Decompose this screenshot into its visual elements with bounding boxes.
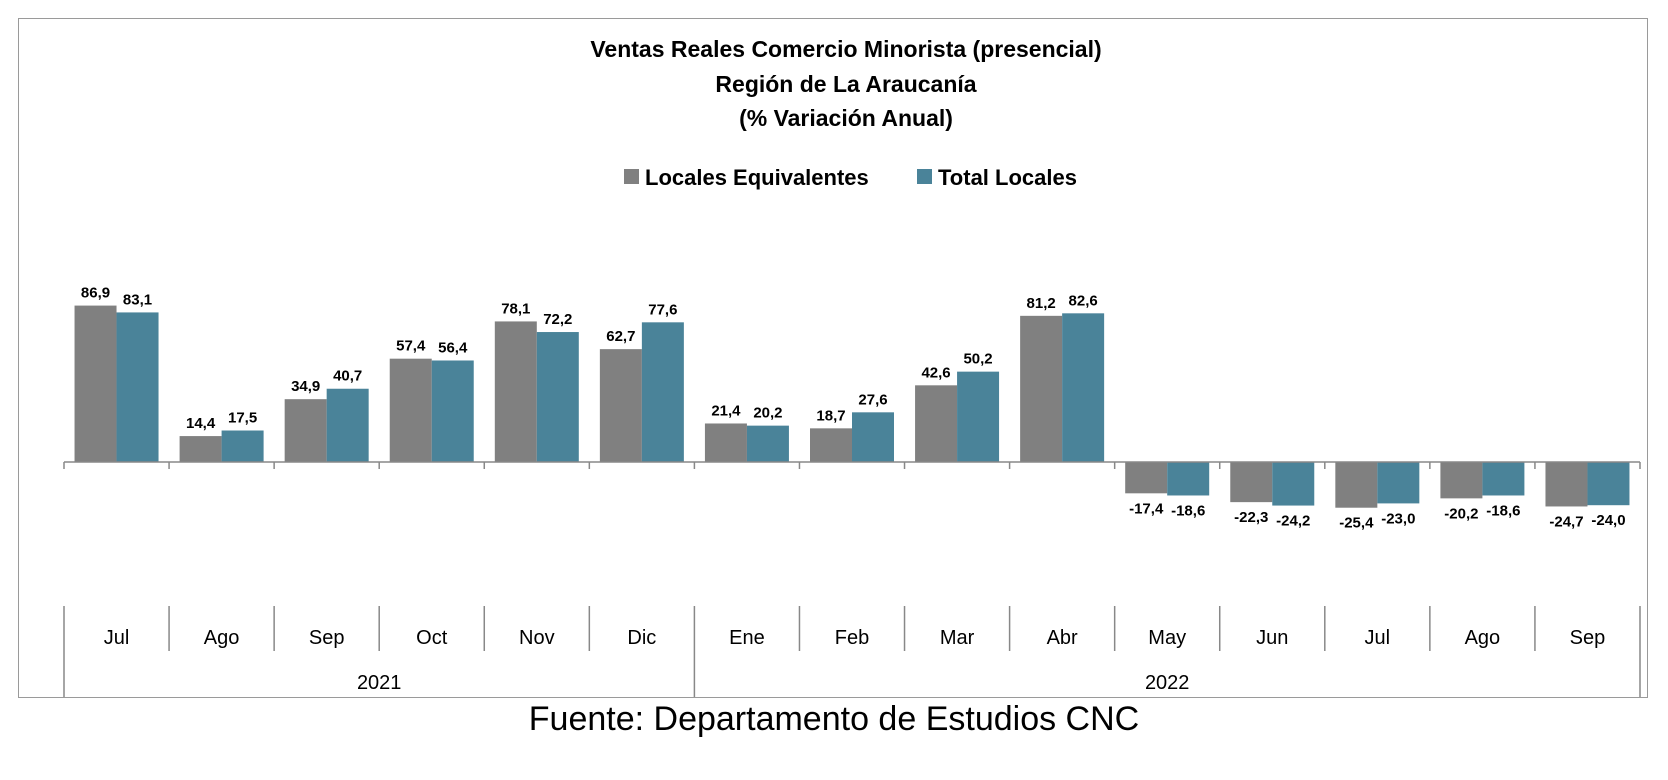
bar-locales-equivalentes xyxy=(704,423,747,462)
data-label: -25,4 xyxy=(1339,515,1374,532)
data-label: 20,2 xyxy=(753,405,782,422)
data-label: 18,7 xyxy=(816,407,845,424)
source-note: Fuente: Departamento de Estudios CNC xyxy=(528,700,1140,738)
x-tick-label: Sep xyxy=(1570,627,1606,649)
bar-locales-equivalentes xyxy=(599,349,642,462)
bar-locales-equivalentes xyxy=(1440,462,1483,499)
chart-svg: Ventas Reales Comercio Minorista (presen… xyxy=(63,36,1641,697)
bar-total-locales xyxy=(641,322,684,462)
x-tick-label: Jul xyxy=(104,627,130,649)
bar-total-locales xyxy=(1062,313,1105,462)
year-group-label: 2022 xyxy=(1145,672,1190,694)
x-tick-label: Jul xyxy=(1365,627,1391,649)
chart-title-line-2: Región de La Araucanía xyxy=(715,71,976,97)
data-label: 77,6 xyxy=(648,301,677,318)
data-label: 14,4 xyxy=(186,415,216,432)
data-label: -23,0 xyxy=(1381,510,1415,527)
data-label: 40,7 xyxy=(333,368,362,385)
x-tick-label: Mar xyxy=(940,627,975,649)
bar-total-locales xyxy=(1272,462,1315,506)
x-tick-label: May xyxy=(1148,627,1186,649)
x-tick-label: Abr xyxy=(1047,627,1078,649)
x-tick-label: Ago xyxy=(1465,627,1501,649)
chart-title-line-3: (% Variación Anual) xyxy=(739,105,953,131)
x-tick-label: Ene xyxy=(729,627,765,649)
data-label: -20,2 xyxy=(1444,505,1478,522)
bar-total-locales xyxy=(1587,462,1630,506)
x-tick-label: Feb xyxy=(835,627,869,649)
bar-locales-equivalentes xyxy=(810,428,852,462)
legend-label-locales-equivalentes: Locales Equivalentes xyxy=(645,165,869,190)
data-label: 62,7 xyxy=(606,328,635,345)
bar-locales-equivalentes xyxy=(915,385,958,462)
bar-total-locales xyxy=(957,371,1000,462)
data-label: 34,9 xyxy=(291,378,320,395)
legend-swatch-locales-equivalentes xyxy=(624,169,639,184)
legend-label-total-locales: Total Locales xyxy=(938,165,1077,190)
bar-total-locales xyxy=(326,388,369,462)
data-label: 72,2 xyxy=(543,311,572,328)
bar-locales-equivalentes xyxy=(1335,462,1378,508)
bar-locales-equivalentes xyxy=(1230,462,1273,503)
x-tick-label: Sep xyxy=(309,627,345,649)
data-label: 57,4 xyxy=(396,338,426,355)
data-label: 27,6 xyxy=(858,391,887,408)
data-label: 86,9 xyxy=(81,285,110,302)
data-label: -24,2 xyxy=(1276,513,1310,530)
x-tick-label: Nov xyxy=(519,627,555,649)
bar-total-locales xyxy=(852,412,894,462)
data-label: -22,3 xyxy=(1234,509,1268,526)
data-label: 42,6 xyxy=(921,364,950,381)
chart-title-line-1: Ventas Reales Comercio Minorista (presen… xyxy=(590,36,1101,62)
bar-total-locales xyxy=(1377,462,1420,504)
bar-total-locales xyxy=(1482,462,1525,496)
data-label: 17,5 xyxy=(228,410,257,427)
data-label: -24,7 xyxy=(1549,513,1583,530)
bar-locales-equivalentes xyxy=(1545,462,1588,507)
data-label: 83,1 xyxy=(123,291,152,308)
data-label: 56,4 xyxy=(438,339,468,356)
bar-locales-equivalentes xyxy=(1125,462,1168,494)
legend-swatch-total-locales xyxy=(917,169,932,184)
data-label: 82,6 xyxy=(1069,292,1098,309)
bar-locales-equivalentes xyxy=(284,399,327,462)
bar-locales-equivalentes xyxy=(494,321,537,462)
bar-locales-equivalentes xyxy=(389,358,432,462)
bar-locales-equivalentes xyxy=(179,436,222,462)
x-tick-label: Dic xyxy=(627,627,656,649)
bar-locales-equivalentes xyxy=(1020,315,1063,462)
year-group-label: 2021 xyxy=(357,672,402,694)
bar-total-locales xyxy=(431,360,474,462)
x-tick-label: Jun xyxy=(1256,627,1288,649)
x-tick-label: Oct xyxy=(416,627,448,649)
data-label: 78,1 xyxy=(501,300,530,317)
bar-total-locales xyxy=(221,430,264,462)
plot-area: 86,9 83,1 14,4 17,5 34,9 40,7 57,4 56,4 78,1 72,2… xyxy=(63,285,1641,697)
data-label: -17,4 xyxy=(1129,500,1164,517)
bar-total-locales xyxy=(116,312,159,462)
data-label: 21,4 xyxy=(711,402,741,419)
data-label: -24,0 xyxy=(1591,512,1625,529)
chart-frame xyxy=(18,18,1648,698)
data-label: -18,6 xyxy=(1486,502,1520,519)
legend: Locales Equivalentes Total Locales xyxy=(624,165,1077,190)
bar-total-locales xyxy=(536,332,579,462)
data-label: -18,6 xyxy=(1171,502,1205,519)
bar-total-locales xyxy=(746,425,789,462)
data-label: 50,2 xyxy=(963,351,992,368)
bar-locales-equivalentes xyxy=(74,305,117,462)
bar-total-locales xyxy=(1167,462,1210,496)
data-label: 81,2 xyxy=(1027,295,1056,312)
x-tick-label: Ago xyxy=(204,627,240,649)
